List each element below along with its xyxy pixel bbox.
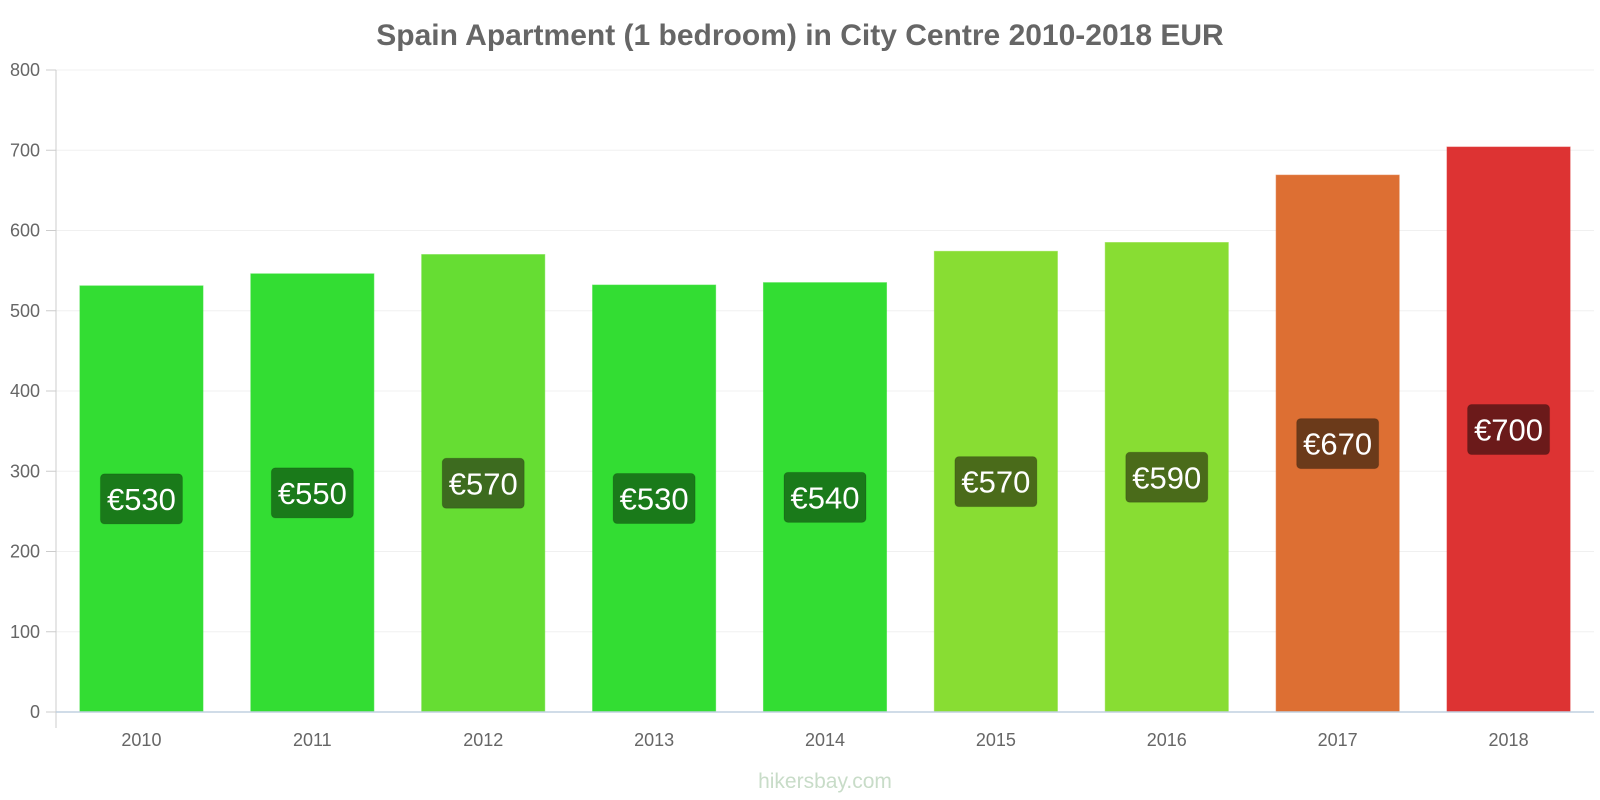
data-label: €530 [107, 482, 176, 517]
x-tick-label: 2013 [634, 730, 674, 750]
x-tick-label: 2012 [463, 730, 503, 750]
y-tick-label: 0 [30, 702, 40, 722]
data-label: €530 [620, 482, 689, 517]
x-tick-label: 2017 [1318, 730, 1358, 750]
data-label: €670 [1303, 427, 1372, 462]
x-tick-label: 2014 [805, 730, 845, 750]
data-label: €540 [791, 480, 860, 515]
bar [1275, 174, 1400, 713]
y-tick-label: 700 [10, 140, 40, 160]
data-label: €570 [961, 465, 1030, 500]
chart-title: Spain Apartment (1 bedroom) in City Cent… [376, 19, 1224, 52]
y-tick-label: 600 [10, 221, 40, 241]
y-tick-label: 100 [10, 622, 40, 642]
x-tick-label: 2015 [976, 730, 1016, 750]
data-label: €550 [278, 476, 347, 511]
x-tick-label: 2018 [1489, 730, 1529, 750]
y-tick-label: 800 [10, 60, 40, 80]
data-label: €570 [449, 466, 518, 501]
watermark: hikersbay.com [758, 770, 892, 793]
y-axis-ticks: 0 100 200 300 400 500 600 700 800 [10, 60, 56, 722]
x-tick-label: 2010 [121, 730, 161, 750]
data-label-box [1125, 451, 1209, 503]
data-label-box [783, 471, 867, 523]
x-tick-label: 2016 [1147, 730, 1187, 750]
data-labels: €530 €550 €570 €530 €540 €570 €590 €670 €700 [99, 404, 1551, 525]
y-tick-label: 400 [10, 381, 40, 401]
data-label: €700 [1474, 413, 1543, 448]
x-axis-ticks: 2010 2011 2012 2013 2014 2015 2016 2017 2018 [121, 730, 1528, 750]
data-label-box [1467, 404, 1551, 456]
data-label-box [99, 473, 183, 525]
data-label-box [1296, 418, 1380, 470]
data-label: €590 [1132, 460, 1201, 495]
data-label-box [612, 473, 696, 525]
y-tick-label: 300 [10, 461, 40, 481]
data-label-box [954, 456, 1038, 508]
y-tick-label: 500 [10, 301, 40, 321]
y-tick-label: 200 [10, 542, 40, 562]
data-label-box [441, 457, 525, 509]
data-label-box [270, 467, 354, 519]
x-tick-label: 2011 [293, 730, 332, 750]
